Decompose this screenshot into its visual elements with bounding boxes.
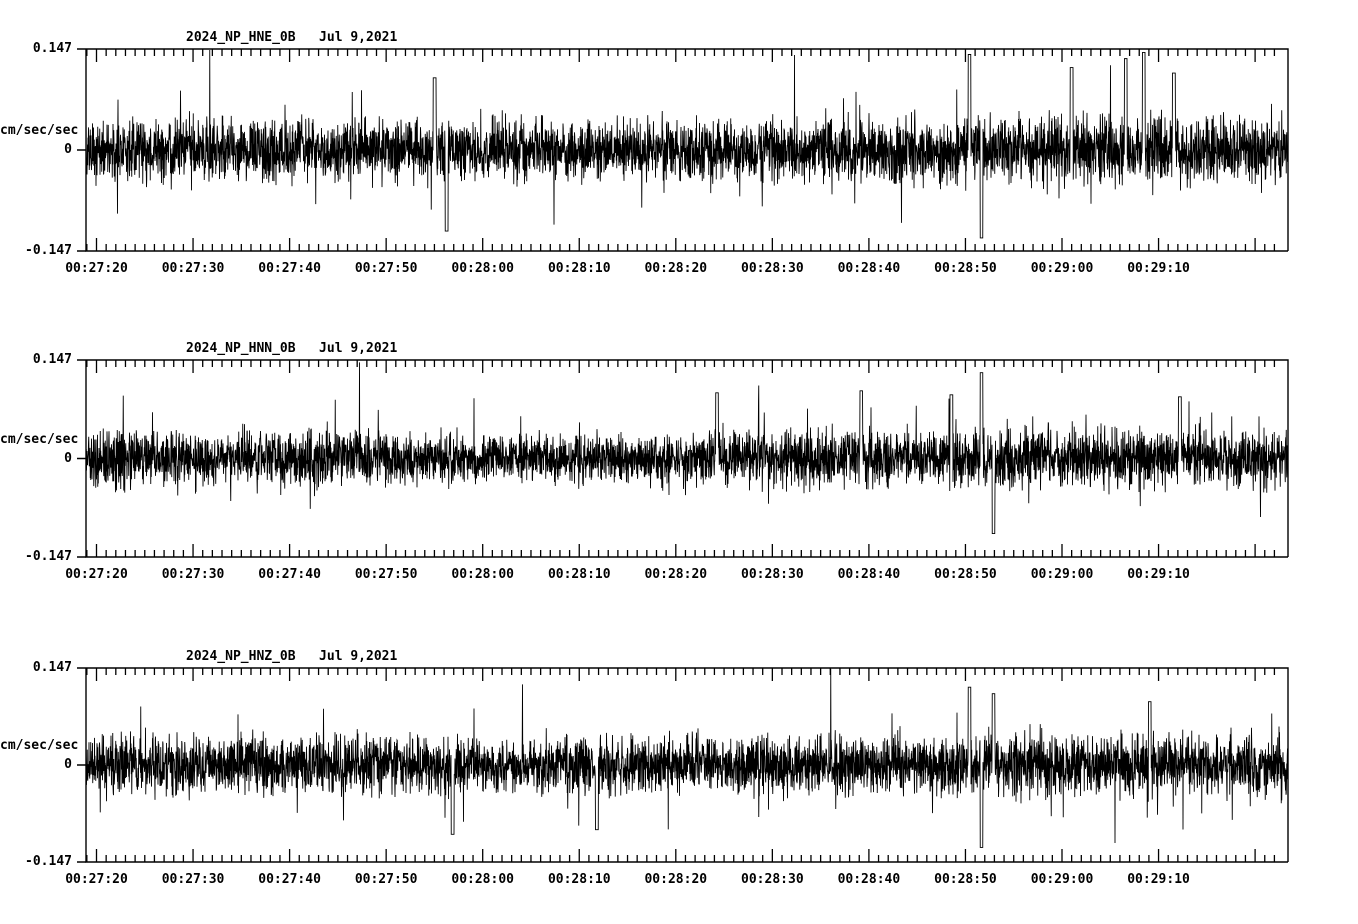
x-axis-ticks (86, 49, 1276, 251)
x-tick-label: 00:28:20 (644, 567, 708, 582)
x-tick-label: 00:28:00 (451, 567, 514, 582)
y-axis-ticks (77, 667, 86, 863)
y-tick-label: 0.147 (32, 352, 72, 367)
panel-title: 2024_NP_HNZ_0B Jul 9,2021 (186, 649, 398, 664)
x-axis-ticks (86, 360, 1276, 557)
x-tick-label: 00:28:20 (644, 872, 708, 887)
x-tick-label: 00:28:20 (644, 261, 708, 276)
x-tick-label: 00:27:40 (258, 261, 321, 276)
x-tick-label: 00:29:10 (1127, 872, 1190, 887)
x-tick-label: 00:28:40 (837, 872, 901, 887)
x-tick-label: 00:28:50 (934, 872, 997, 887)
y-axis-unit-label: cm/sec/sec (0, 431, 79, 447)
panel-title: 2024_NP_HNE_0B Jul 9,2021 (186, 30, 398, 45)
x-tick-label: 00:28:10 (547, 567, 611, 582)
x-tick-label: 00:28:10 (547, 872, 611, 887)
x-axis-ticks (86, 668, 1276, 862)
x-tick-label: 00:27:20 (65, 261, 128, 276)
plot-frame (85, 667, 1289, 863)
plot-frame (85, 359, 1289, 558)
x-tick-label: 00:28:40 (837, 567, 901, 582)
y-tick-label: 0 (64, 142, 72, 157)
x-tick-label: 00:28:00 (451, 872, 514, 887)
waveform-trace (85, 49, 1289, 239)
x-tick-label: 00:27:20 (65, 567, 128, 582)
y-tick-label: -0.147 (25, 854, 72, 869)
x-tick-label: 00:27:50 (354, 261, 418, 276)
y-tick-label: -0.147 (25, 549, 72, 564)
y-axis-unit-label: cm/sec/sec (0, 123, 79, 138)
x-tick-label: 00:28:10 (547, 261, 611, 276)
x-tick-label: 00:29:10 (1127, 567, 1190, 582)
x-tick-label: 00:28:30 (741, 872, 804, 887)
y-axis-ticks (77, 48, 86, 252)
x-tick-label: 00:28:30 (741, 261, 804, 276)
x-tick-label: 00:28:50 (934, 261, 997, 276)
x-tick-label: 00:27:20 (65, 872, 128, 887)
x-tick-label: 00:29:00 (1030, 261, 1094, 276)
x-tick-label: 00:27:40 (258, 872, 321, 887)
y-tick-label: 0 (64, 450, 72, 466)
x-tick-label: 00:27:40 (258, 567, 321, 582)
x-tick-label: 00:28:40 (837, 261, 901, 276)
x-tick-label: 00:28:30 (741, 567, 804, 582)
y-tick-label: 0 (64, 757, 72, 772)
y-tick-label: 0.147 (32, 660, 72, 675)
x-tick-label: 00:27:30 (161, 872, 225, 887)
y-axis-unit-label: cm/sec/sec (0, 738, 79, 753)
x-tick-label: 00:28:00 (451, 261, 514, 276)
x-tick-label: 00:29:10 (1127, 261, 1190, 276)
y-axis-ticks (77, 359, 86, 558)
x-tick-label: 00:27:30 (161, 567, 225, 582)
panel-title: 2024_NP_HNN_0B Jul 9,2021 (186, 341, 398, 356)
x-tick-label: 00:27:50 (354, 567, 418, 582)
x-tick-label: 00:29:00 (1030, 567, 1094, 582)
x-tick-label: 00:27:50 (354, 872, 418, 887)
x-tick-label: 00:29:00 (1030, 872, 1094, 887)
plot-frame (85, 48, 1289, 252)
x-tick-label: 00:27:30 (161, 261, 225, 276)
x-tick-label: 00:28:50 (934, 567, 997, 582)
y-tick-label: -0.147 (25, 243, 72, 258)
waveform-trace (85, 668, 1289, 848)
waveform-trace (85, 362, 1289, 534)
y-tick-label: 0.147 (32, 41, 72, 56)
